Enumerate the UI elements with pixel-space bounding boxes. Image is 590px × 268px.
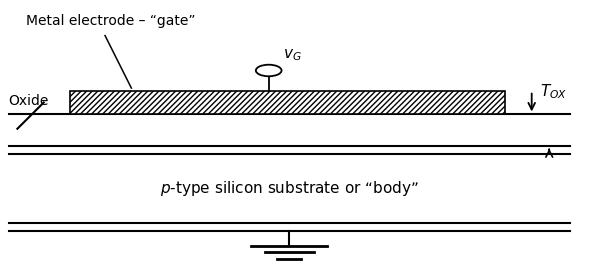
Text: $T_{OX}$: $T_{OX}$ xyxy=(540,83,568,101)
Circle shape xyxy=(256,65,281,76)
Text: $v_G$: $v_G$ xyxy=(283,48,302,64)
Bar xyxy=(70,91,506,114)
Text: Oxide: Oxide xyxy=(9,94,49,108)
Text: $p$-type silicon substrate or “body”: $p$-type silicon substrate or “body” xyxy=(160,179,418,198)
Text: Metal electrode – “gate”: Metal electrode – “gate” xyxy=(26,14,196,28)
